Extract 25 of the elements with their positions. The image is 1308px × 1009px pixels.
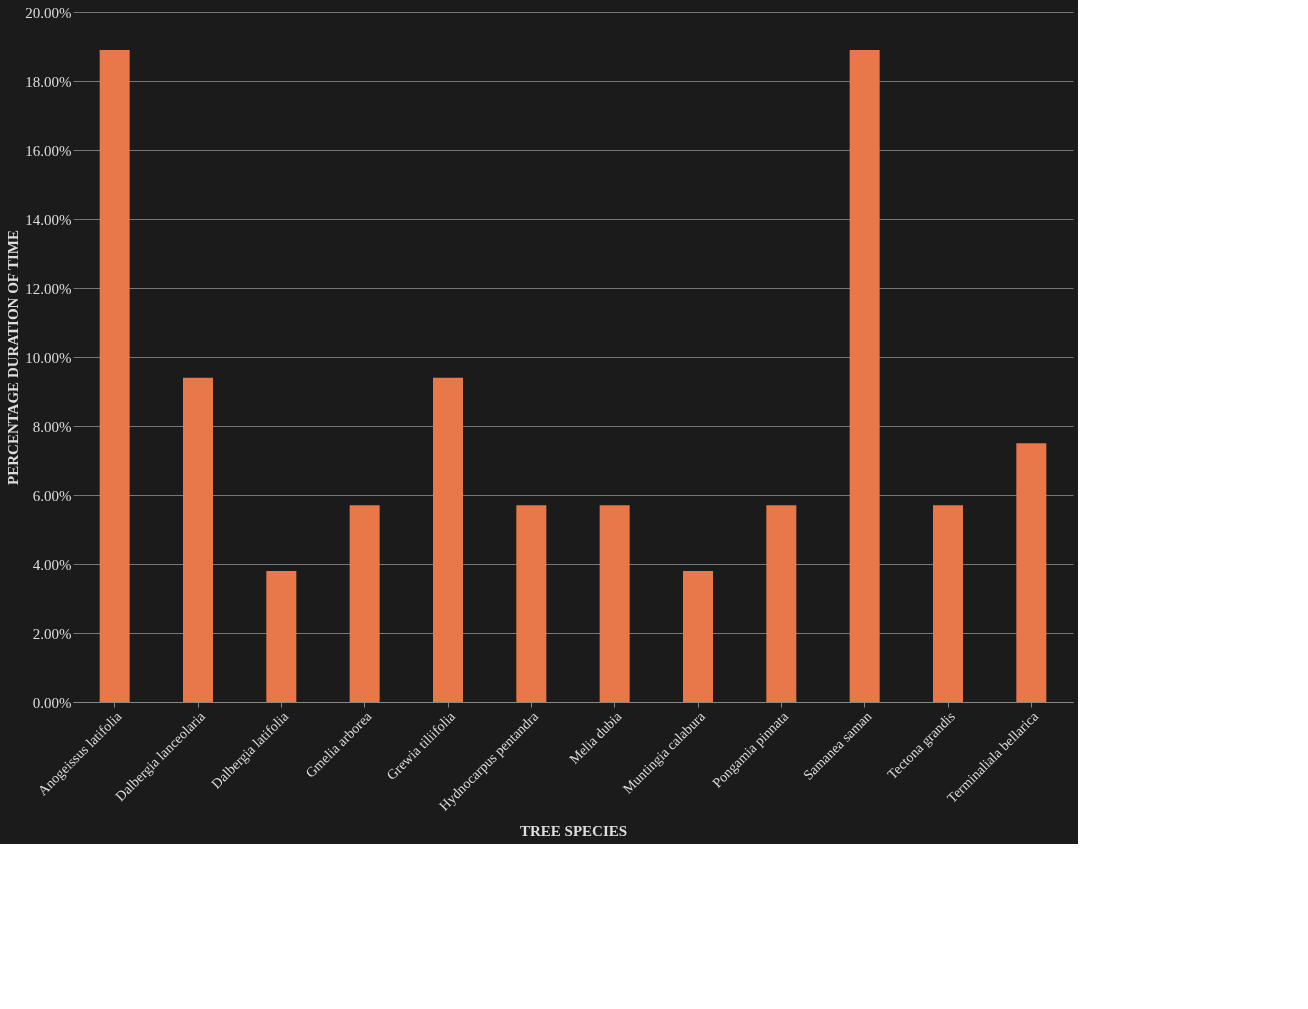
y-tick-label: 14.00% xyxy=(25,211,72,228)
bar xyxy=(683,570,713,702)
y-tick-label: 0.00% xyxy=(32,694,72,711)
y-tick-label: 2.00% xyxy=(32,625,72,642)
bar xyxy=(266,570,297,702)
bar xyxy=(1016,443,1047,702)
bar xyxy=(433,377,463,702)
y-tick-label: 8.00% xyxy=(32,418,72,435)
bar xyxy=(349,505,380,702)
bar xyxy=(599,505,630,702)
y-axis-title: PERCENTAGE DURATION OF TIME xyxy=(5,230,22,485)
bar xyxy=(849,49,880,702)
y-tick-label: 12.00% xyxy=(25,280,72,297)
bar xyxy=(766,505,797,702)
bar xyxy=(516,505,547,702)
bar xyxy=(933,505,963,702)
x-axis-title: TREE SPECIES xyxy=(519,822,628,839)
y-tick-label: 4.00% xyxy=(32,556,72,573)
bar xyxy=(183,377,213,702)
y-tick-label: 6.00% xyxy=(32,487,72,504)
y-tick-label: 18.00% xyxy=(25,73,72,90)
bar xyxy=(99,49,130,702)
y-tick-label: 10.00% xyxy=(25,349,72,366)
y-tick-label: 20.00% xyxy=(25,4,72,21)
y-tick-label: 16.00% xyxy=(25,142,72,159)
